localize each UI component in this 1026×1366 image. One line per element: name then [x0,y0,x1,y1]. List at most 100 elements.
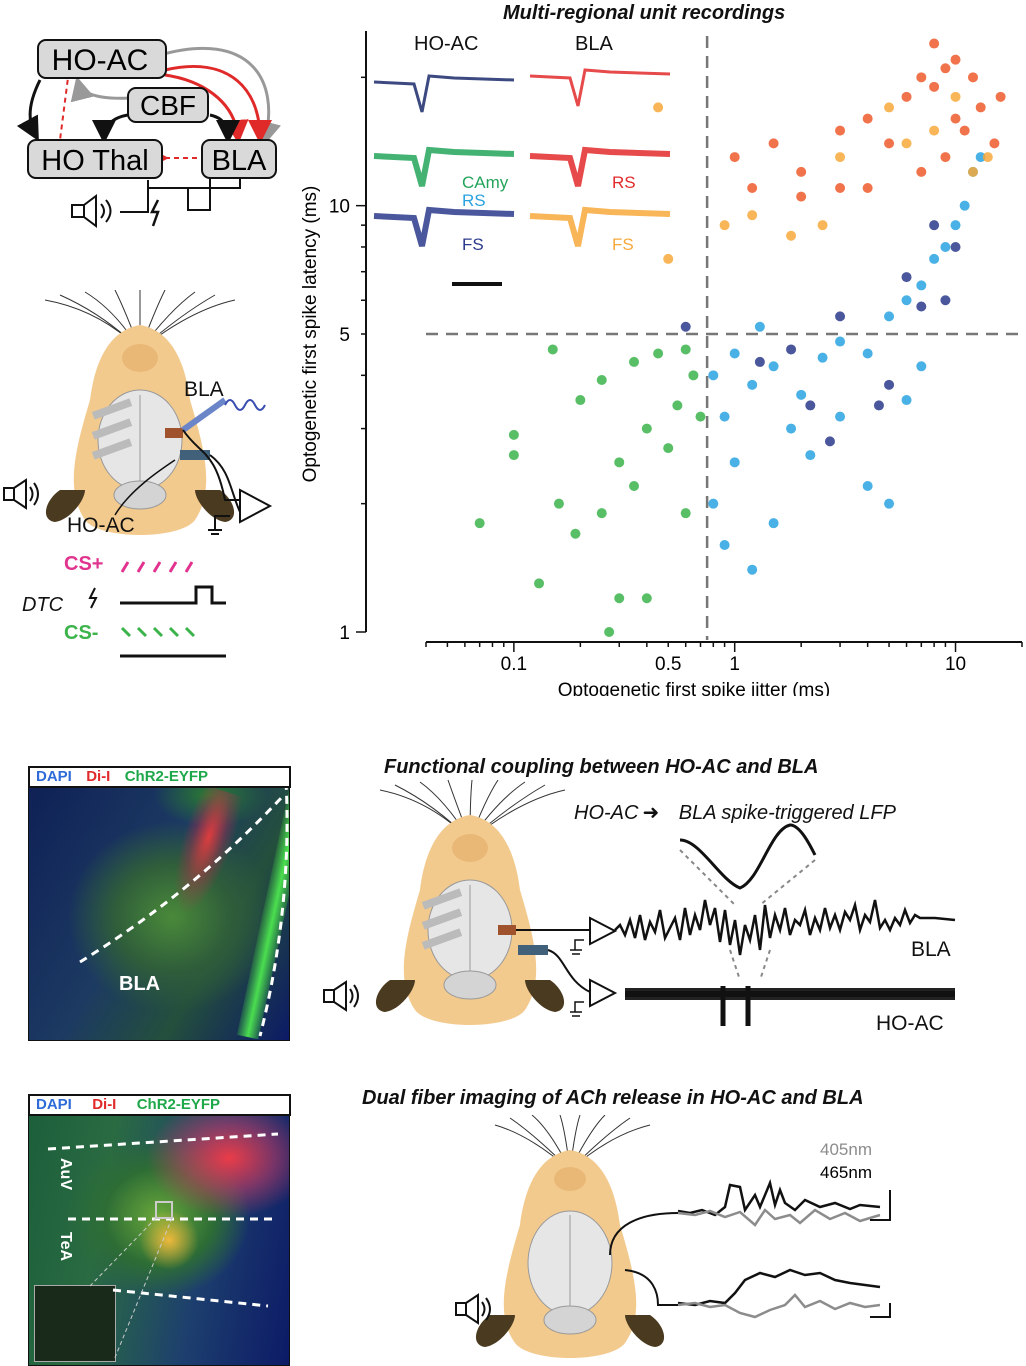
data-point [901,272,912,283]
data-point [719,220,730,231]
dtc-label: DTC [22,594,64,616]
spike-waveform [373,74,515,113]
speaker-icon [71,194,112,228]
data-point [835,152,846,163]
data-point [614,457,625,468]
spike-waveform [373,206,515,247]
data-point [950,241,961,252]
spike-waveform [529,146,671,187]
inset-title-hoac: HO-AC [414,33,478,55]
data-point [747,379,758,390]
data-point [747,564,758,575]
data-point [901,91,912,102]
bla-465-trace [677,1268,881,1307]
data-point [786,423,797,434]
data-point [719,411,730,422]
x-tick-label: 10 [945,654,966,675]
data-point [796,389,807,400]
data-point [805,400,816,411]
data-point [641,593,652,604]
data-point [950,113,961,124]
data-point [604,627,615,637]
imaging-diagram [455,1115,891,1358]
histology-2-overlay [47,1132,279,1361]
data-point [929,38,940,49]
speaker-icon [3,478,39,510]
y-tick-label: 1 [339,623,350,644]
data-point [747,183,758,194]
hoac-site-label: HO-AC [67,514,135,537]
y-axis-label: Optogenetic first spike latency (ms) [300,186,321,483]
data-point [968,72,979,83]
x-tick-label: 0.1 [501,654,527,675]
data-point [708,498,719,509]
data-point [680,321,691,332]
data-point [835,336,846,347]
data-point [747,210,758,221]
coupling-subtitle-left: HO-AC [574,802,639,824]
data-point [901,138,912,149]
data-point [940,295,951,306]
data-point [884,498,895,509]
legend-465: 465nm [820,1163,872,1182]
node-cbf: CBF [140,90,196,121]
data-point [508,450,519,461]
region-label-auv: AuV [57,1158,74,1190]
data-point [968,166,979,177]
data-point [629,481,640,492]
dapi-label-2: DAPI [36,1096,72,1113]
data-point [786,344,797,355]
data-point [786,230,797,241]
data-point [596,508,607,519]
data-point [929,253,940,264]
data-point [708,370,719,381]
data-point [824,436,835,447]
node-bla: BLA [212,145,267,177]
data-point [596,375,607,386]
x-axis-label: Optogenetic first spike jitter (ms) [558,680,830,696]
region-label-tea: TeA [57,1232,74,1262]
waveform-label-fs-right: FS [612,235,634,254]
bla-site-label: BLA [184,378,224,401]
spike-waveform [529,68,671,107]
data-point [672,400,683,411]
data-point [729,348,740,359]
data-point [901,295,912,306]
spike-waveform [373,146,515,187]
data-point [929,220,940,231]
data-point [688,370,699,381]
data-point [916,301,927,312]
circuit-diagram: HO-AC CBF HO Thal BLA [16,39,281,228]
data-point [916,166,927,177]
data-point [805,450,816,461]
data-point [508,429,519,440]
data-point [995,91,1006,102]
data-point [768,138,779,149]
data-point [835,411,846,422]
coupling-subtitle-right: BLA spike-triggered LFP [678,802,896,824]
coupling-subtitle: HO-AC ➜ BLA spike-triggered LFP [574,800,896,825]
cs-plus-label: CS+ [64,553,104,575]
y-tick-label: 5 [339,325,350,346]
data-point [975,152,986,163]
waveform-label-rs-right: RS [612,173,636,192]
data-point [975,102,986,113]
data-point [835,125,846,136]
data-point [663,253,674,264]
data-point [916,361,927,372]
data-point [534,578,545,589]
data-point [768,361,779,372]
histology-1-legend: DAPI Di-I ChR2-EYFP [28,766,291,788]
data-point [950,220,961,231]
data-point [575,395,586,406]
data-point [796,191,807,202]
hoac-405-trace [677,1208,881,1227]
data-point [940,63,951,74]
data-point [884,138,895,149]
imaging-title: Dual fiber imaging of ACh release in HO-… [362,1087,864,1109]
lightning-icon [149,199,160,227]
bla-405-trace [677,1293,881,1319]
data-point [862,113,873,124]
data-point [553,498,564,509]
dii-label-2: Di-I [92,1096,117,1113]
